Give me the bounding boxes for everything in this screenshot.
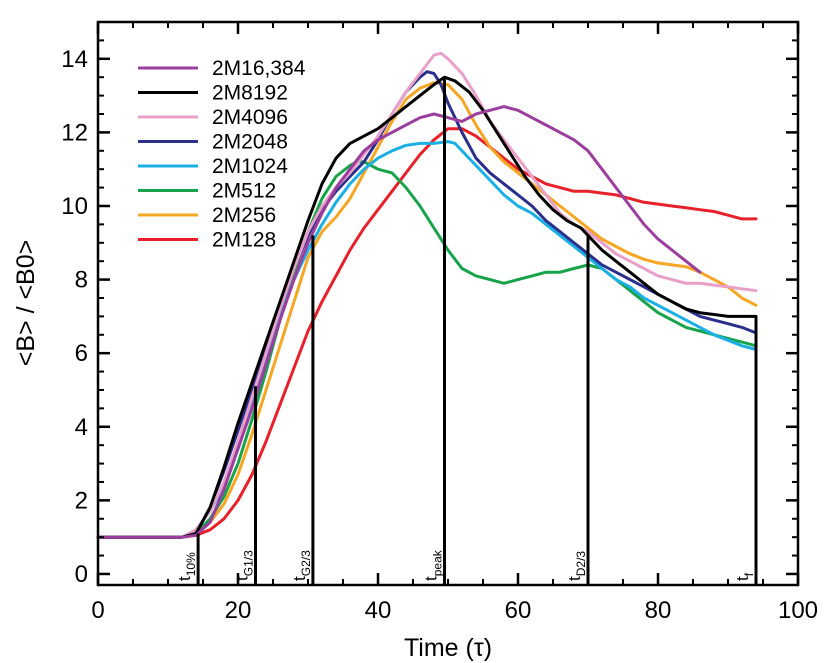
marker-label-sub: f [742, 572, 756, 576]
legend: 2M16,3842M81922M40962M20482M10242M5122M2… [138, 57, 306, 252]
x-tick-label: 20 [225, 597, 252, 624]
series-line-2M128 [96, 127, 758, 539]
legend-label-2M2048: 2M2048 [212, 131, 288, 154]
marker-label-peak: tpeak [422, 549, 445, 581]
marker-label-D2/3: tD2/3 [565, 551, 588, 581]
marker-label-main: t [733, 576, 752, 581]
legend-label-2M128: 2M128 [212, 229, 276, 252]
y-tick-label: 0 [75, 561, 88, 588]
marker-label-main: t [290, 576, 309, 581]
legend-label-2M1024: 2M1024 [212, 155, 288, 178]
series-line-2M16,384 [96, 105, 702, 539]
marker-label-main: t [422, 576, 441, 581]
marker-label-main: t [565, 576, 584, 581]
marker-label-10%: t10% [175, 552, 198, 581]
marker-label-G1/3: tG1/3 [233, 550, 256, 581]
marker-label-sub: G2/3 [299, 550, 313, 576]
series-line-2M8192 [96, 75, 758, 539]
x-tick-label: 0 [91, 597, 104, 624]
marker-label-main: t [233, 576, 252, 581]
x-tick-label: 40 [365, 597, 392, 624]
y-tick-label: 2 [75, 487, 88, 514]
series-line-2M1024 [96, 140, 758, 539]
tick-layer: 0 20 40 60 80 100 0 2 4 6 8 10 12 14 [61, 22, 818, 624]
series-line-2M4096 [96, 51, 758, 539]
marker-label-main: t [175, 576, 194, 581]
legend-label-2M4096: 2M4096 [212, 106, 288, 129]
marker-label-f: tf [733, 572, 756, 581]
x-axis-title: Time (τ) [404, 634, 492, 662]
legend-label-2M16,384: 2M16,384 [212, 57, 306, 80]
x-tick-label: 60 [505, 597, 532, 624]
series-line-2M512 [96, 160, 758, 539]
x-tick-label: 80 [645, 597, 672, 624]
marker-label-sub: peak [431, 549, 445, 576]
marker-label-G2/3: tG2/3 [290, 550, 313, 581]
y-tick-label: 6 [75, 340, 88, 367]
y-tick-label: 4 [75, 414, 88, 441]
legend-label-2M8192: 2M8192 [212, 82, 288, 105]
series-layer [96, 51, 758, 539]
marker-label-sub: 10% [184, 552, 198, 576]
y-tick-label: 12 [61, 119, 88, 146]
legend-label-2M256: 2M256 [212, 204, 276, 227]
legend-label-2M512: 2M512 [212, 180, 276, 203]
y-tick-label: 8 [75, 267, 88, 294]
marker-label-sub: G1/3 [242, 550, 256, 576]
marker-label-sub: D2/3 [574, 551, 588, 577]
y-axis-title: <B> / <B0> [12, 240, 40, 367]
y-tick-label: 14 [61, 46, 88, 73]
y-tick-label: 10 [61, 193, 88, 220]
x-tick-label: 100 [778, 597, 818, 624]
series-line-2M256 [96, 81, 758, 539]
